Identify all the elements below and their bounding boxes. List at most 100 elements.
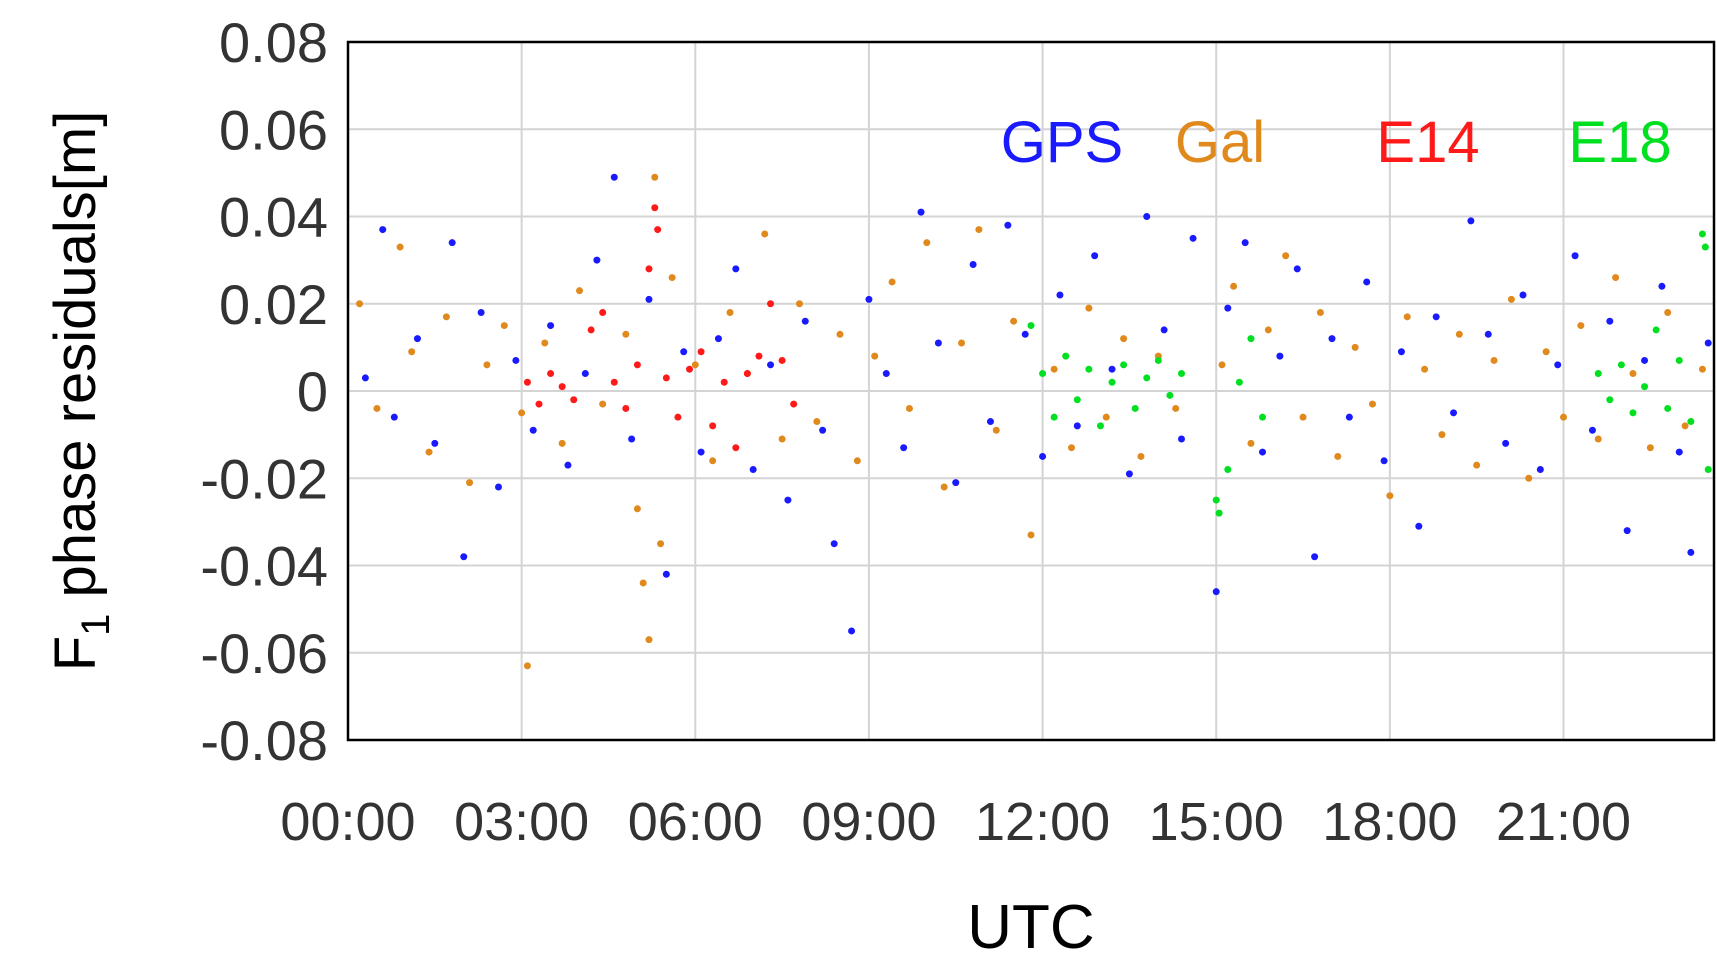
data-point [743, 370, 751, 378]
data-point [1235, 378, 1243, 386]
data-point [1369, 400, 1376, 408]
data-point [1363, 278, 1371, 286]
data-point [413, 335, 421, 343]
data-point [1091, 252, 1099, 260]
data-point [934, 339, 942, 347]
data-point [1247, 439, 1255, 447]
data-point [610, 173, 618, 181]
data-point [639, 579, 647, 587]
data-point [628, 435, 636, 443]
data-point [848, 627, 856, 635]
data-point [1641, 383, 1649, 391]
data-point [448, 239, 456, 247]
data-point [523, 662, 531, 670]
data-point [1189, 234, 1197, 242]
data-point [790, 400, 798, 408]
y-axis-label-group: F1 phase residuals[m] [43, 111, 118, 672]
x-tick-label: 03:00 [454, 792, 589, 852]
data-point [529, 426, 537, 434]
data-point [1687, 418, 1695, 426]
data-point [1334, 452, 1342, 460]
data-point [992, 426, 1000, 434]
data-point [1646, 444, 1654, 452]
data-point [1143, 213, 1151, 220]
data-point [523, 378, 531, 386]
data-point [610, 378, 618, 386]
y-tick-label: 0 [297, 360, 328, 423]
y-tick-label: -0.04 [200, 535, 328, 598]
data-point [801, 317, 809, 325]
data-point [1432, 313, 1440, 321]
data-point [1096, 422, 1104, 430]
data-point [1704, 339, 1712, 347]
data-point [1120, 361, 1128, 369]
data-point [1282, 252, 1290, 260]
x-tick-label: 09:00 [801, 792, 936, 852]
data-point [581, 370, 589, 378]
data-point [767, 300, 775, 308]
data-point [593, 256, 601, 264]
data-point [882, 370, 890, 378]
data-point [1455, 330, 1463, 338]
data-point [1507, 295, 1515, 303]
data-point [1542, 348, 1550, 356]
data-point [1160, 326, 1168, 334]
data-point [813, 418, 821, 426]
data-point [905, 404, 913, 412]
data-point [1698, 230, 1706, 238]
data-point [958, 339, 966, 347]
data-point [518, 409, 526, 417]
data-point [651, 173, 659, 181]
series-e14 [523, 204, 798, 452]
data-point [836, 330, 844, 338]
data-point [1215, 509, 1223, 517]
data-point [1484, 330, 1492, 338]
data-point [651, 204, 659, 212]
data-point [1629, 409, 1637, 417]
data-point [547, 370, 555, 378]
data-point [1345, 413, 1353, 421]
data-point [645, 295, 653, 303]
data-point [645, 265, 653, 273]
data-point [1698, 365, 1706, 373]
data-point [853, 457, 861, 465]
y-axis-label-suffix: phase residuals[m] [43, 111, 108, 614]
data-point [680, 348, 688, 356]
data-point [494, 483, 502, 491]
data-point [1027, 322, 1035, 330]
data-point [697, 448, 705, 456]
data-point [1519, 291, 1527, 299]
data-point [1039, 452, 1047, 460]
x-tick-label: 06:00 [628, 792, 763, 852]
data-point [483, 361, 491, 369]
data-point [1594, 435, 1602, 443]
data-point [1230, 282, 1238, 290]
data-point [1403, 313, 1411, 321]
data-point [1264, 326, 1272, 334]
data-point [1617, 361, 1625, 369]
data-point [654, 226, 662, 234]
data-point [1085, 304, 1093, 312]
data-point [900, 444, 908, 452]
data-point [1606, 317, 1614, 325]
data-point [726, 308, 734, 316]
data-point [1293, 265, 1301, 273]
data-point [819, 426, 827, 434]
series-gps [361, 173, 1712, 635]
data-point [1125, 470, 1133, 478]
data-point [442, 313, 450, 321]
data-point [1652, 326, 1660, 334]
data-point [1560, 413, 1568, 421]
data-point [1010, 317, 1018, 325]
data-point [686, 365, 693, 373]
data-point [784, 496, 792, 504]
data-point [477, 308, 485, 316]
data-point [1143, 374, 1151, 382]
data-point [662, 570, 670, 578]
data-point [570, 396, 578, 404]
data-point [1039, 370, 1047, 378]
data-point [1380, 457, 1388, 465]
data-point [1027, 531, 1035, 539]
data-point [1675, 356, 1683, 364]
